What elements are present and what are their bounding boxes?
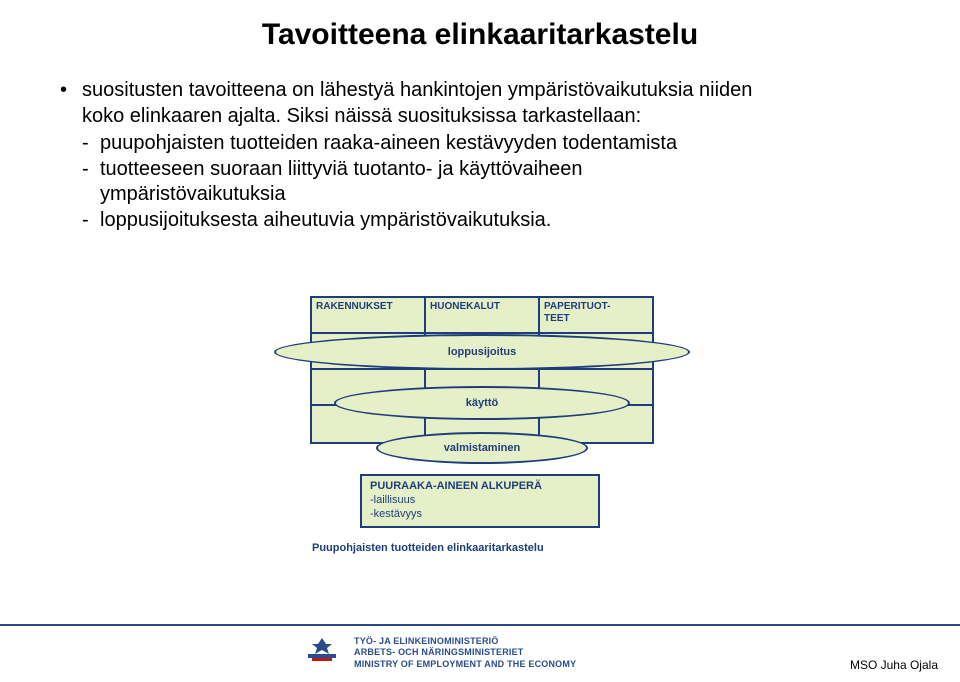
sub-line: ympäristövaikutuksia	[100, 183, 286, 205]
sub-marker: -	[82, 208, 100, 234]
sub-text: loppusijoituksesta aiheutuvia ympäristöv…	[100, 208, 900, 234]
ellipse-use: käyttö	[334, 386, 630, 420]
origin-line: -kestävyys	[370, 508, 590, 522]
diagram-caption: Puupohjaisten tuotteiden elinkaaritarkas…	[312, 542, 544, 554]
sub-bullet: - puupohjaisten tuotteiden raaka-aineen …	[60, 131, 900, 157]
origin-title: PUURAAKA-AINEEN ALKUPERÄ	[370, 480, 590, 494]
sub-marker: -	[82, 131, 100, 157]
grid-header: RAKENNUKSET	[312, 298, 426, 332]
sub-marker: -	[82, 157, 100, 208]
grid-header-row: RAKENNUKSET HUONEKALUT PAPERITUOT- TEET	[312, 298, 652, 334]
bullet-line: suositusten tavoitteena on lähestyä hank…	[82, 79, 752, 101]
ministry-line: ARBETS- OCH NÄRINGSMINISTERIET	[354, 647, 576, 658]
bullet-text: suositusten tavoitteena on lähestyä hank…	[82, 78, 900, 129]
sub-text: puupohjaisten tuotteiden raaka-aineen ke…	[100, 131, 900, 157]
slide: Tavoitteena elinkaaritarkastelu • suosit…	[0, 0, 960, 682]
sub-bullet: - tuotteeseen suoraan liittyviä tuotanto…	[60, 157, 900, 208]
sub-line: tuotteeseen suoraan liittyviä tuotanto- …	[100, 158, 583, 180]
ministry-line: MINISTRY OF EMPLOYMENT AND THE ECONOMY	[354, 659, 576, 670]
ministry-logo-icon	[300, 630, 344, 674]
sub-bullet: - loppusijoituksesta aiheutuvia ympärist…	[60, 208, 900, 234]
ellipse-manufacture: valmistaminen	[376, 432, 588, 464]
bullet-item: • suositusten tavoitteena on lähestyä ha…	[60, 78, 900, 129]
grid-header: HUONEKALUT	[426, 298, 540, 332]
ellipse-disposal: loppusijoitus	[274, 334, 690, 370]
ministry-name: TYÖ- JA ELINKEINOMINISTERIÖ ARBETS- OCH …	[354, 636, 576, 670]
footer-divider	[0, 624, 960, 626]
bullet-marker: •	[60, 78, 82, 129]
grid-header: PAPERITUOT- TEET	[540, 298, 652, 332]
sub-text: tuotteeseen suoraan liittyviä tuotanto- …	[100, 157, 900, 208]
origin-line: -laillisuus	[370, 494, 590, 508]
bullet-line: koko elinkaaren ajalta. Siksi näissä suo…	[82, 105, 641, 127]
lifecycle-diagram: RAKENNUKSET HUONEKALUT PAPERITUOT- TEET …	[260, 290, 700, 590]
ministry-line: TYÖ- JA ELINKEINOMINISTERIÖ	[354, 636, 576, 647]
bullet-list: • suositusten tavoitteena on lähestyä ha…	[60, 78, 900, 234]
origin-box: PUURAAKA-AINEEN ALKUPERÄ -laillisuus -ke…	[360, 474, 600, 528]
diagram-grid: RAKENNUKSET HUONEKALUT PAPERITUOT- TEET	[310, 296, 654, 444]
slide-title: Tavoitteena elinkaaritarkastelu	[60, 18, 900, 52]
slide-footer: TYÖ- JA ELINKEINOMINISTERIÖ ARBETS- OCH …	[0, 624, 960, 682]
footer-author: MSO Juha Ojala	[850, 658, 938, 672]
